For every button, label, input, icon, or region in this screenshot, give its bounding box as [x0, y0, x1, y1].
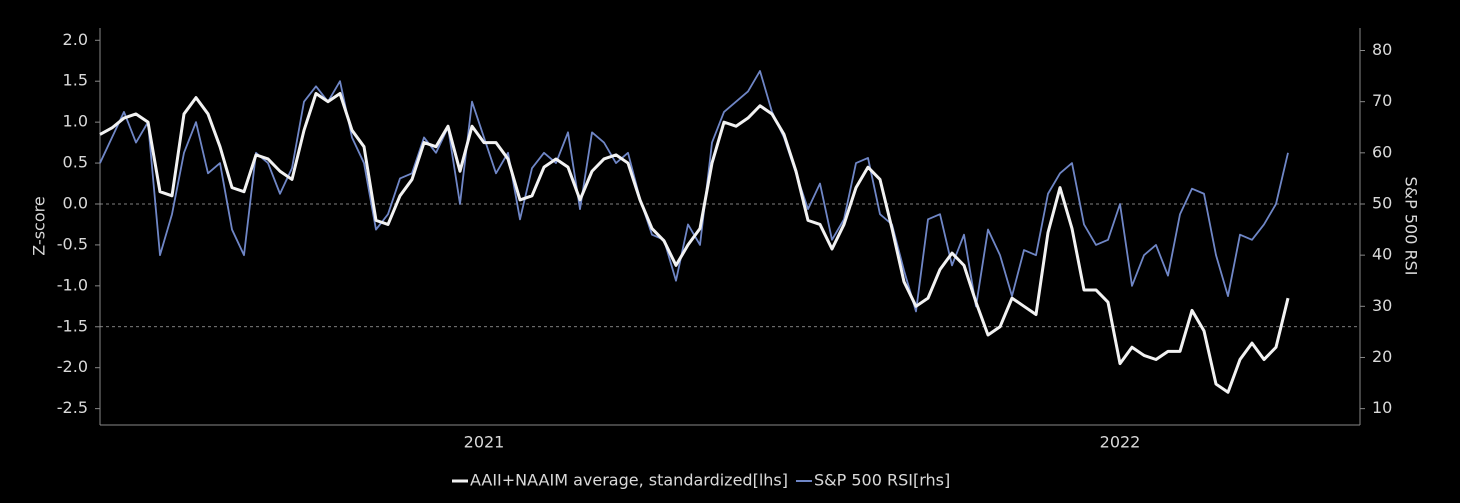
y-tick-label: -1.0: [57, 275, 88, 294]
y-tick-label: -2.0: [57, 357, 88, 376]
y-tick-label: -1.5: [57, 316, 88, 335]
y-tick-label: 1.5: [63, 71, 88, 90]
y-tick-label: 0.5: [63, 153, 88, 172]
x-tick-label: 2022: [1100, 433, 1141, 452]
y-tick-label: 0.0: [63, 193, 88, 212]
y2-tick-label: 10: [1372, 398, 1392, 417]
y2-tick-label: 60: [1372, 142, 1392, 161]
y2-axis-label: S&P 500 RSI: [1402, 177, 1421, 276]
y-tick-label: 1.0: [63, 112, 88, 131]
y2-tick-label: 40: [1372, 245, 1392, 264]
y2-tick-label: 20: [1372, 347, 1392, 366]
y2-tick-label: 70: [1372, 91, 1392, 110]
y2-tick-label: 50: [1372, 193, 1392, 212]
y2-tick-label: 30: [1372, 296, 1392, 315]
y-tick-label: -2.5: [57, 398, 88, 417]
y-axis-label: Z-score: [30, 196, 49, 255]
series-line: [99, 91, 1290, 394]
y-tick-label: 2.0: [63, 30, 88, 49]
y2-tick-label: 80: [1372, 40, 1392, 59]
legend-label: S&P 500 RSI[rhs]: [814, 471, 950, 490]
x-tick-label: 2021: [464, 433, 505, 452]
y-tick-label: -0.5: [57, 234, 88, 253]
legend-label: AAII+NAAIM average, standardized[lhs]: [470, 471, 788, 490]
